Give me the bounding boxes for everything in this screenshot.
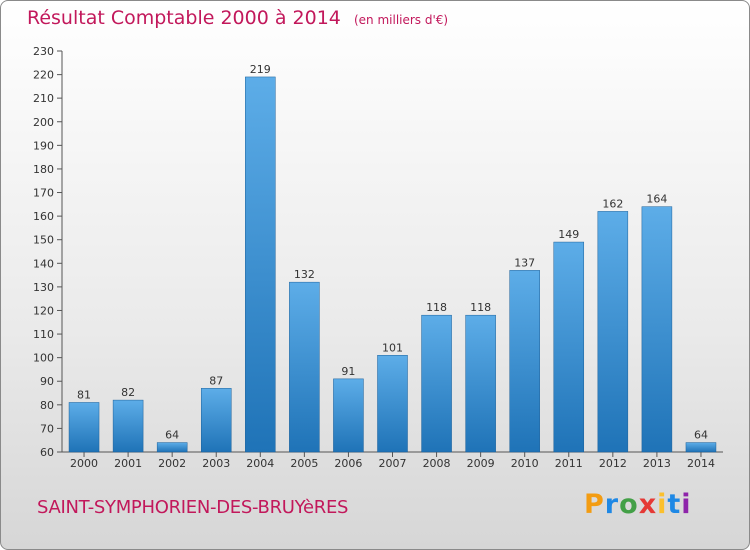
y-tick-label: 130 bbox=[33, 281, 54, 294]
y-tick-label: 60 bbox=[40, 446, 54, 459]
chart-title-unit: (en milliers d'€) bbox=[353, 13, 449, 27]
bar bbox=[245, 76, 276, 453]
y-tick-label: 160 bbox=[33, 210, 54, 223]
bar bbox=[465, 314, 496, 453]
x-tick-label: 2004 bbox=[246, 457, 274, 470]
data-labels: 81 82 64 87 219 132 91 101 118 118 137 149 162 164 64 bbox=[77, 63, 708, 442]
chart-title: Résultat Comptable 2000 à 2014 (en milli… bbox=[27, 7, 448, 29]
y-tick-label: 180 bbox=[33, 163, 54, 176]
x-tick-label: 2012 bbox=[599, 457, 627, 470]
y-tick-label: 120 bbox=[33, 304, 54, 317]
bar bbox=[377, 355, 408, 453]
bar bbox=[112, 399, 144, 453]
bar bbox=[509, 270, 540, 453]
data-label: 137 bbox=[514, 256, 535, 269]
data-label: 101 bbox=[382, 341, 403, 354]
bar bbox=[553, 241, 585, 453]
bar bbox=[685, 442, 717, 453]
bar bbox=[289, 281, 320, 453]
logo-letter: i bbox=[657, 489, 668, 520]
y-tick-label: 80 bbox=[40, 399, 54, 412]
data-label: 64 bbox=[694, 429, 708, 442]
logo-letter: P bbox=[584, 489, 605, 520]
bar bbox=[156, 442, 188, 453]
data-label: 118 bbox=[470, 301, 491, 314]
y-tick-label: 190 bbox=[33, 139, 54, 152]
bar bbox=[68, 402, 100, 453]
logo-letter: x bbox=[638, 489, 658, 520]
x-tick-label: 2005 bbox=[290, 457, 318, 470]
data-label: 64 bbox=[165, 429, 179, 442]
logo-letter: o bbox=[619, 489, 639, 520]
bar bbox=[333, 378, 364, 453]
x-tick-label: 2014 bbox=[687, 457, 715, 470]
y-tick-label: 90 bbox=[40, 375, 54, 388]
y-tick-label: 170 bbox=[33, 187, 54, 200]
y-tick-label: 140 bbox=[33, 257, 54, 270]
x-tick-label: 2007 bbox=[379, 457, 407, 470]
y-tick-label: 100 bbox=[33, 352, 54, 365]
bars bbox=[68, 76, 717, 453]
x-tick-label: 2001 bbox=[114, 457, 142, 470]
y-tick-label: 110 bbox=[33, 328, 54, 341]
data-label: 91 bbox=[341, 365, 355, 378]
proxiti-logo[interactable]: Proxiti bbox=[584, 489, 692, 520]
x-tick-label: 2003 bbox=[202, 457, 230, 470]
logo-letter: t bbox=[667, 489, 682, 520]
logo-letter: r bbox=[604, 489, 620, 520]
bar bbox=[641, 206, 673, 453]
y-tick-label: 230 bbox=[33, 45, 54, 58]
chart-title-main: Résultat Comptable 2000 à 2014 bbox=[27, 7, 341, 29]
x-tick-label: 2010 bbox=[511, 457, 539, 470]
y-tick-label: 210 bbox=[33, 92, 54, 105]
data-label: 81 bbox=[77, 388, 91, 401]
data-label: 162 bbox=[602, 197, 623, 210]
x-tick-label: 2002 bbox=[158, 457, 186, 470]
y-tick-label: 200 bbox=[33, 116, 54, 129]
x-axis: 2000 2001 2002 2003 2004 2005 2006 2007 2008 2009… bbox=[62, 451, 723, 470]
y-tick-label: 150 bbox=[33, 234, 54, 247]
x-tick-label: 2013 bbox=[643, 457, 671, 470]
x-tick-label: 2009 bbox=[467, 457, 495, 470]
data-label: 149 bbox=[558, 228, 579, 241]
bar bbox=[200, 388, 232, 453]
x-tick-label: 2006 bbox=[334, 457, 362, 470]
y-tick-label: 220 bbox=[33, 69, 54, 82]
commune-name: SAINT-SYMPHORIEN-DES-BRUYèRES bbox=[37, 497, 349, 518]
data-label: 219 bbox=[250, 63, 271, 76]
data-label: 164 bbox=[646, 193, 667, 206]
x-tick-label: 2008 bbox=[423, 457, 451, 470]
data-label: 82 bbox=[121, 386, 135, 399]
x-tick-label: 2011 bbox=[555, 457, 583, 470]
logo-letter: i bbox=[681, 489, 692, 520]
data-label: 132 bbox=[294, 268, 315, 281]
y-axis: 60 70 80 90 100 110 120 130 140 150 160 170 180 190 20… bbox=[33, 45, 63, 459]
x-tick-label: 2000 bbox=[70, 457, 98, 470]
data-label: 87 bbox=[209, 374, 223, 387]
y-tick-label: 70 bbox=[40, 422, 54, 435]
bar bbox=[421, 314, 452, 453]
data-label: 118 bbox=[426, 301, 447, 314]
bar bbox=[597, 211, 629, 453]
